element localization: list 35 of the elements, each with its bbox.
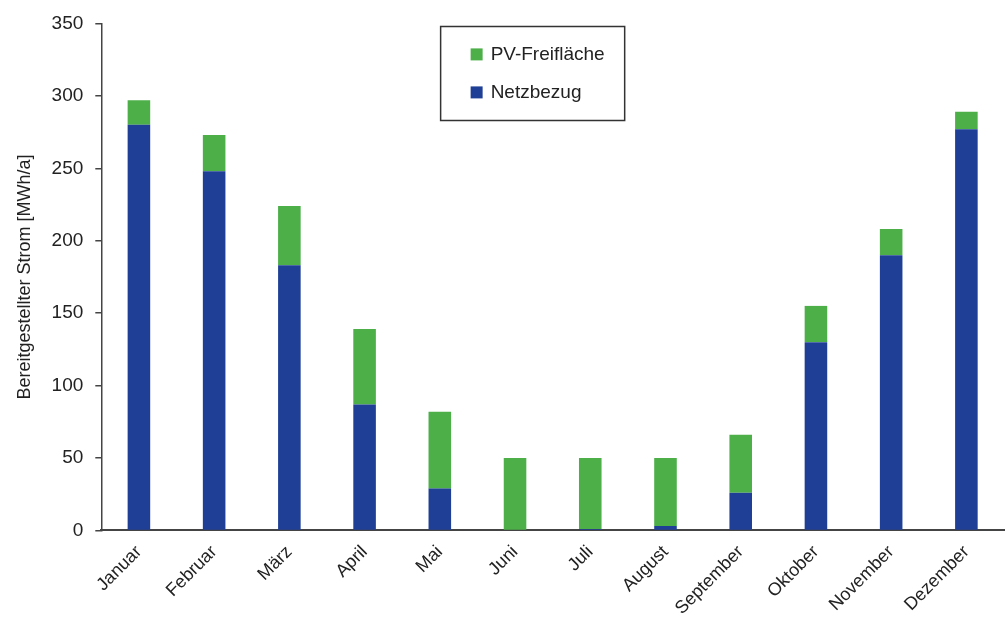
bar	[804, 305, 828, 343]
y-tick-label: 100	[51, 373, 84, 395]
y-tick-label: 50	[62, 446, 84, 468]
bar	[955, 111, 978, 130]
bar	[654, 526, 677, 530]
bar	[729, 492, 752, 530]
bar	[127, 124, 151, 530]
y-tick-label: 200	[51, 228, 84, 250]
y-tick-label: 300	[51, 84, 84, 106]
bar	[503, 458, 527, 530]
x-tick-label: Juli	[563, 541, 597, 575]
bar	[804, 342, 828, 530]
bar	[353, 404, 376, 530]
bar	[202, 134, 226, 172]
y-tick-label: 0	[72, 518, 84, 540]
bar	[353, 329, 376, 405]
bar	[729, 434, 752, 493]
bar	[278, 205, 301, 266]
bar	[202, 171, 226, 530]
bar	[578, 458, 602, 530]
y-tick-label: 350	[51, 11, 84, 33]
bar	[654, 458, 677, 527]
x-tick-label: Mai	[411, 541, 447, 576]
bar	[278, 265, 301, 530]
bar	[127, 100, 151, 125]
bar	[955, 129, 978, 530]
legend-label: PV-Freifläche	[490, 42, 605, 64]
y-axis-title: Bereitgestellter Strom [MWh/a]	[13, 154, 34, 400]
bar	[879, 229, 903, 256]
legend-label: Netzbezug	[490, 80, 582, 102]
bar	[879, 255, 903, 530]
bar	[428, 488, 452, 530]
y-tick-label: 250	[51, 156, 84, 178]
y-tick-label: 150	[51, 301, 84, 323]
bar	[428, 411, 452, 489]
